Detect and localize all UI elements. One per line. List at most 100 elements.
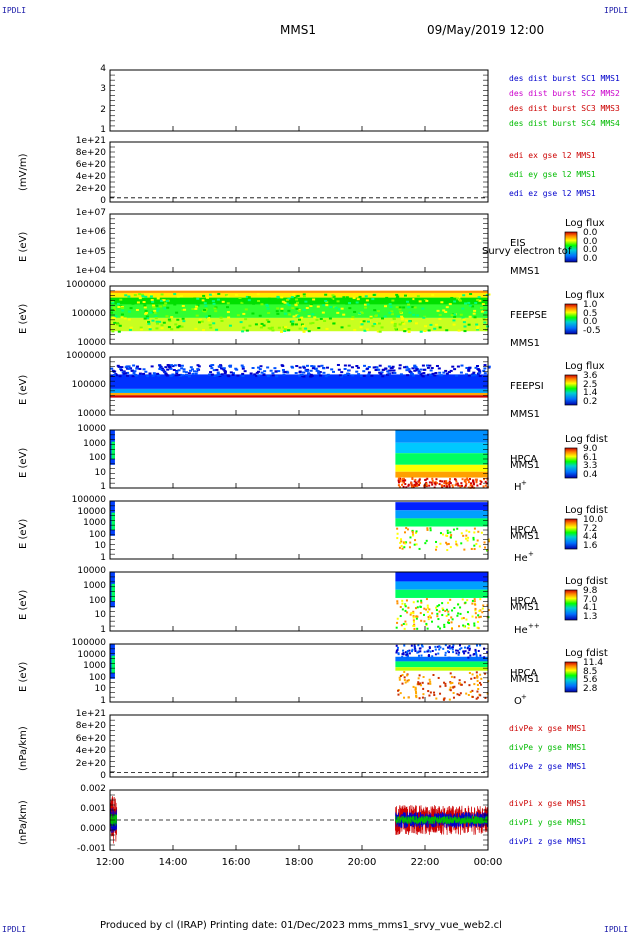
p7-ytick-label: 1000 [48, 518, 106, 528]
p8-spectrum-band [395, 590, 488, 598]
p9-spectrum-band [395, 661, 488, 667]
p8-spectrum-band [395, 572, 488, 581]
p9-spectrum-speckle [395, 644, 488, 659]
x-axis-label: 14:00 [148, 857, 198, 868]
p4-instrument-label: MMS1 [510, 338, 540, 349]
p6-spectrum-band [395, 443, 488, 453]
x-axis-label: 00:00 [463, 857, 513, 868]
p3-ytick-label: 1e+04 [48, 266, 106, 276]
p1-ytick-label: 4 [48, 64, 106, 74]
x-axis-label: 12:00 [85, 857, 135, 868]
p6-spectrum-band [395, 472, 488, 478]
p4-colorbar [565, 304, 577, 334]
p7-ytick-label: 100 [48, 530, 106, 540]
p11-ytick-label: 0.001 [48, 804, 106, 814]
p7-ytick-label: 1 [48, 553, 106, 563]
p5-ylabel: E (eV) [18, 374, 29, 404]
p6-spectrum-band [395, 453, 488, 465]
p7-instrument-label: MMS1 [510, 531, 540, 542]
p3-frame [110, 214, 488, 272]
p11-ytick-label: -0.001 [48, 844, 106, 854]
p7-species-charge: + [528, 550, 534, 558]
p9-colorbar [565, 662, 577, 692]
p9-ylabel: E (eV) [18, 661, 29, 691]
p9-ytick-label: 10 [48, 684, 106, 694]
p10-ytick-label: 6e+20 [48, 734, 106, 744]
p6-spectrum-band [395, 465, 488, 472]
p10-ytick-label: 8e+20 [48, 721, 106, 731]
p5-instrument-label: FEEPSI [510, 381, 544, 392]
p10-ytick-label: 4e+20 [48, 746, 106, 756]
p8-colorbar-value: 1.3 [583, 612, 597, 622]
p8-ytick-label: 1000 [48, 581, 106, 591]
p8-ytick-label: 1 [48, 625, 106, 635]
p11-ytick-label: 0.002 [48, 784, 106, 794]
p3-instrument-label: MMS1 [510, 266, 540, 277]
p11-ytick-label: 0.000 [48, 824, 106, 834]
p11-legend-item: divPi z gse MMS1 [509, 837, 586, 846]
p6-colorbar-value: 0.4 [583, 470, 597, 480]
p2-frame [110, 142, 488, 202]
p11-legend-item: divPi x gse MMS1 [509, 799, 586, 808]
p6-spectrum-speckle [398, 478, 489, 489]
p2-legend-item: edi ey gse l2 MMS1 [509, 170, 596, 179]
p8-ylabel: E (eV) [18, 590, 29, 620]
p8-colorbar [565, 590, 577, 620]
p2-legend-item: edi ex gse l2 MMS1 [509, 151, 596, 160]
p5-spectrum-band [110, 389, 488, 393]
p6-ylabel: E (eV) [18, 447, 29, 477]
p9-ytick-label: 100000 [48, 638, 106, 648]
p1-legend-item: des dist burst SC4 MMS4 [509, 119, 620, 128]
p11-ylabel: (nPa/km) [18, 800, 29, 845]
p10-legend-item: divPe y gse MMS1 [509, 743, 586, 752]
p8-ytick-label: 10000 [48, 566, 106, 576]
p3-ytick-label: 1e+06 [48, 227, 106, 237]
p7-colorbar-value: 1.6 [583, 541, 597, 551]
p5-ytick-label: 100000 [48, 380, 106, 390]
p5-colorbar [565, 375, 577, 405]
footer-text: Produced by cl (IRAP) Printing date: 01/… [100, 920, 502, 931]
p4-colorbar-value: -0.5 [583, 326, 601, 336]
p3-overlay-label: Survy electron tof [482, 246, 571, 257]
p5-spectrum-speckle [110, 364, 491, 378]
p5-instrument-label: MMS1 [510, 409, 540, 420]
p6-ytick-label: 100 [48, 453, 106, 463]
p3-ytick-label: 1e+05 [48, 247, 106, 257]
p2-legend-item: edi ez gse l2 MMS1 [509, 189, 596, 198]
p8-ytick-label: 100 [48, 596, 106, 606]
p9-ytick-label: 10000 [48, 650, 106, 660]
p2-ytick-label: 4e+20 [48, 172, 106, 182]
p8-spectrum-band [395, 581, 488, 589]
p1-legend-item: des dist burst SC3 MMS3 [509, 104, 620, 113]
p9-ytick-label: 100 [48, 673, 106, 683]
p7-colorbar [565, 519, 577, 549]
x-axis-label: 18:00 [274, 857, 324, 868]
p6-spectrum-band [395, 430, 488, 443]
p10-legend-item: divPe x gse MMS1 [509, 724, 586, 733]
p9-ytick-label: 1000 [48, 661, 106, 671]
p1-legend-item: des dist burst SC2 MMS2 [509, 89, 620, 98]
p2-ytick-label: 0 [48, 196, 106, 206]
x-axis-label: 22:00 [400, 857, 450, 868]
p9-spectrum-band [395, 667, 488, 670]
p7-spectrum-band [395, 510, 488, 518]
p4-ytick-label: 100000 [48, 309, 106, 319]
p6-ytick-label: 1000 [48, 439, 106, 449]
p8-species-label: He [514, 625, 528, 636]
p7-spectrum-band [395, 502, 488, 510]
p3-ylabel: E (eV) [18, 231, 29, 261]
p6-ytick-label: 10 [48, 468, 106, 478]
p9-spectrum-band [395, 657, 488, 662]
p9-instrument-label: MMS1 [510, 674, 540, 685]
p7-ytick-label: 100000 [48, 495, 106, 505]
p5-colorbar-value: 0.2 [583, 397, 597, 407]
x-axis-label: 16:00 [211, 857, 261, 868]
p4-instrument-label: FEEPSE [510, 310, 547, 321]
p6-ytick-label: 10000 [48, 424, 106, 434]
p8-ytick-label: 10 [48, 610, 106, 620]
p8-instrument-label: MMS1 [510, 602, 540, 613]
p4-ytick-label: 1000000 [48, 280, 106, 290]
p10-ytick-label: 2e+20 [48, 759, 106, 769]
p5-spectrum-band [110, 393, 488, 395]
p7-ytick-label: 10 [48, 541, 106, 551]
